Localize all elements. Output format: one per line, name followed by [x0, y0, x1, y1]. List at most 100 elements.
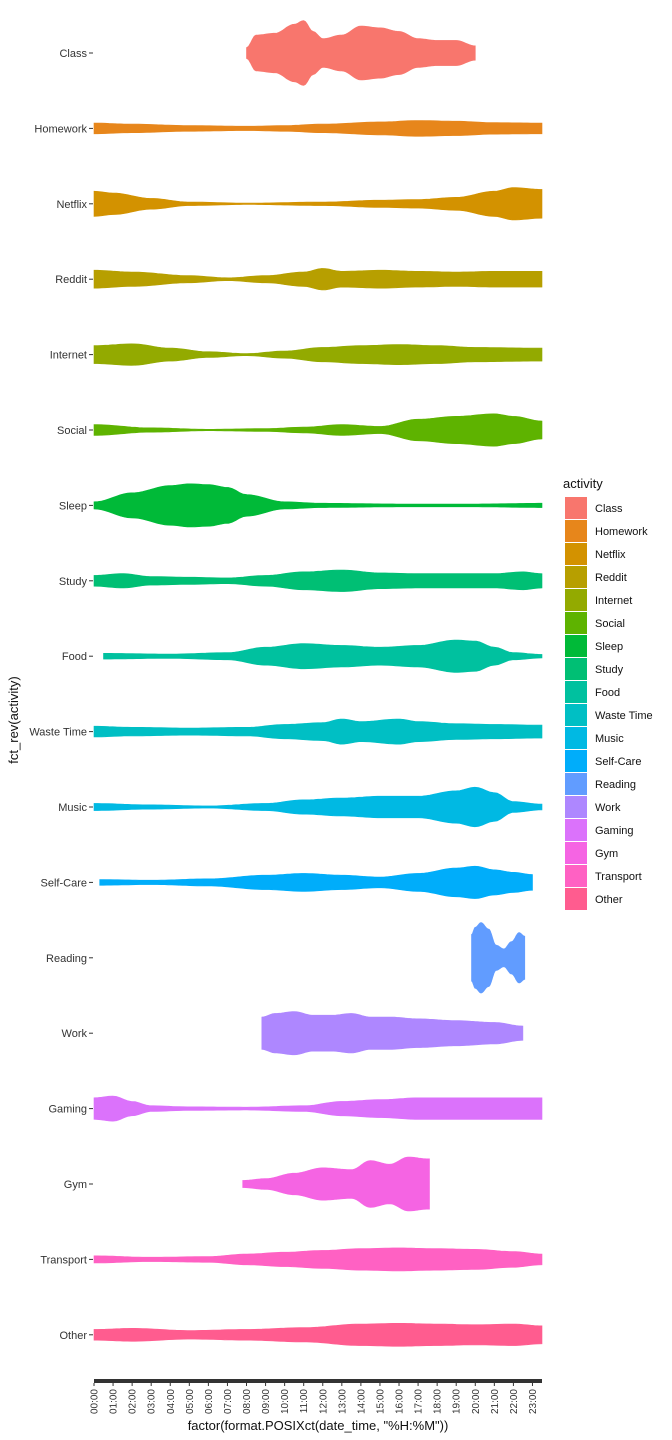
legend-label: Music: [595, 733, 624, 745]
x-tick-label: 12:00: [318, 1389, 329, 1414]
x-tick-label: 08:00: [242, 1389, 253, 1414]
legend-label: Sleep: [595, 641, 623, 653]
y-tick-label: Sleep: [59, 500, 87, 512]
legend-swatch: [565, 819, 587, 841]
x-tick-label: 20:00: [471, 1389, 482, 1414]
x-tick-label: 03:00: [147, 1389, 158, 1414]
y-tick-label: Other: [59, 1330, 87, 1342]
legend-swatch: [565, 520, 587, 542]
legend-label: Other: [595, 894, 623, 906]
x-tick-label: 22:00: [509, 1389, 520, 1414]
violin-food: [103, 639, 543, 673]
violin-self-care: [99, 865, 533, 899]
y-category-axis: Class Homework Netflix Reddit Internet Social…: [29, 48, 93, 1342]
x-tick-label: 11:00: [299, 1389, 310, 1414]
violin-gym: [242, 1156, 430, 1212]
violin-music: [93, 786, 543, 828]
violin-netflix: [93, 187, 543, 221]
y-tick-label: Reading: [46, 953, 87, 965]
legend: activity Class Homework Netflix Reddit Inter…: [563, 476, 653, 910]
x-tick-label: 09:00: [261, 1389, 272, 1414]
legend-swatch: [565, 635, 587, 657]
violin-reddit: [93, 268, 543, 291]
legend-swatch: [565, 750, 587, 772]
legend-swatch: [565, 704, 587, 726]
y-tick-label: Internet: [50, 350, 87, 362]
legend-swatch: [565, 497, 587, 519]
legend-swatch: [565, 773, 587, 795]
x-axis-title: factor(format.POSIXct(date_time, "%H:%M"…: [188, 1418, 449, 1433]
legend-label: Work: [595, 802, 621, 814]
legend-swatch: [565, 842, 587, 864]
y-tick-label: Gym: [64, 1179, 87, 1191]
x-tick-label: 13:00: [337, 1389, 348, 1414]
x-axis-line: [94, 1379, 542, 1383]
violin-reading: [471, 922, 526, 994]
legend-label: Homework: [595, 526, 648, 538]
y-tick-label: Work: [62, 1028, 88, 1040]
y-tick-label: Music: [58, 802, 87, 814]
legend-label: Social: [595, 618, 625, 630]
violin-homework: [93, 120, 543, 137]
legend-swatch: [565, 612, 587, 634]
legend-label: Netflix: [595, 549, 626, 561]
y-tick-label: Social: [57, 425, 87, 437]
x-tick-label: 10:00: [280, 1389, 291, 1414]
violin-internet: [93, 343, 543, 366]
legend-swatch: [565, 727, 587, 749]
legend-swatch: [565, 589, 587, 611]
legend-title: activity: [563, 476, 603, 491]
legend-swatch: [565, 865, 587, 887]
y-tick-label: Netflix: [56, 199, 87, 211]
legend-label: Gym: [595, 848, 618, 860]
x-tick-label: 02:00: [128, 1389, 139, 1414]
y-tick-label: Transport: [40, 1254, 87, 1266]
violin-other: [93, 1323, 543, 1347]
legend-swatch: [565, 566, 587, 588]
x-tick-label: 14:00: [356, 1389, 367, 1414]
violin-sleep: [93, 483, 543, 528]
x-tick-label: 23:00: [528, 1389, 539, 1414]
y-tick-label: Food: [62, 651, 87, 663]
x-tick-label: 05:00: [185, 1389, 196, 1414]
y-tick-label: Gaming: [48, 1104, 87, 1116]
legend-label: Reddit: [595, 572, 627, 584]
x-tick-label: 17:00: [414, 1389, 425, 1414]
legend-label: Class: [595, 503, 623, 515]
violin-group: [93, 20, 543, 1347]
x-tick-label: 00:00: [90, 1389, 101, 1414]
violin-social: [93, 413, 543, 447]
x-tick-label: 01:00: [109, 1389, 120, 1414]
legend-label: Food: [595, 687, 620, 699]
y-tick-label: Waste Time: [29, 727, 87, 739]
x-tick-label: 04:00: [166, 1389, 177, 1414]
x-tick-label: 16:00: [395, 1389, 406, 1414]
violin-work: [261, 1011, 524, 1056]
legend-swatch: [565, 888, 587, 910]
legend-swatch: [565, 543, 587, 565]
legend-swatch: [565, 681, 587, 703]
legend-swatch: [565, 658, 587, 680]
x-tick-label: 18:00: [433, 1389, 444, 1414]
violin-study: [93, 569, 543, 592]
x-axis: 00:00 01:00 02:00 03:00 04:00 05:00 06:00 07:00…: [90, 1379, 542, 1414]
y-tick-label: Homework: [34, 123, 87, 135]
y-tick-label: Study: [59, 576, 88, 588]
legend-items: Class Homework Netflix Reddit Internet Social…: [565, 497, 653, 910]
y-tick-label: Self-Care: [41, 877, 87, 889]
legend-label: Self-Care: [595, 756, 641, 768]
x-tick-label: 07:00: [223, 1389, 234, 1414]
legend-label: Study: [595, 664, 624, 676]
violin-waste-time: [93, 718, 543, 745]
x-tick-label: 06:00: [204, 1389, 215, 1414]
violin-class: [246, 20, 476, 86]
y-tick-label: Reddit: [55, 274, 87, 286]
legend-label: Waste Time: [595, 710, 653, 722]
legend-label: Reading: [595, 779, 636, 791]
x-tick-label: 21:00: [490, 1389, 501, 1414]
y-tick-label: Class: [59, 48, 87, 60]
x-tick-label: 15:00: [375, 1389, 386, 1414]
legend-swatch: [565, 796, 587, 818]
legend-label: Gaming: [595, 825, 634, 837]
violin-transport: [93, 1247, 543, 1272]
